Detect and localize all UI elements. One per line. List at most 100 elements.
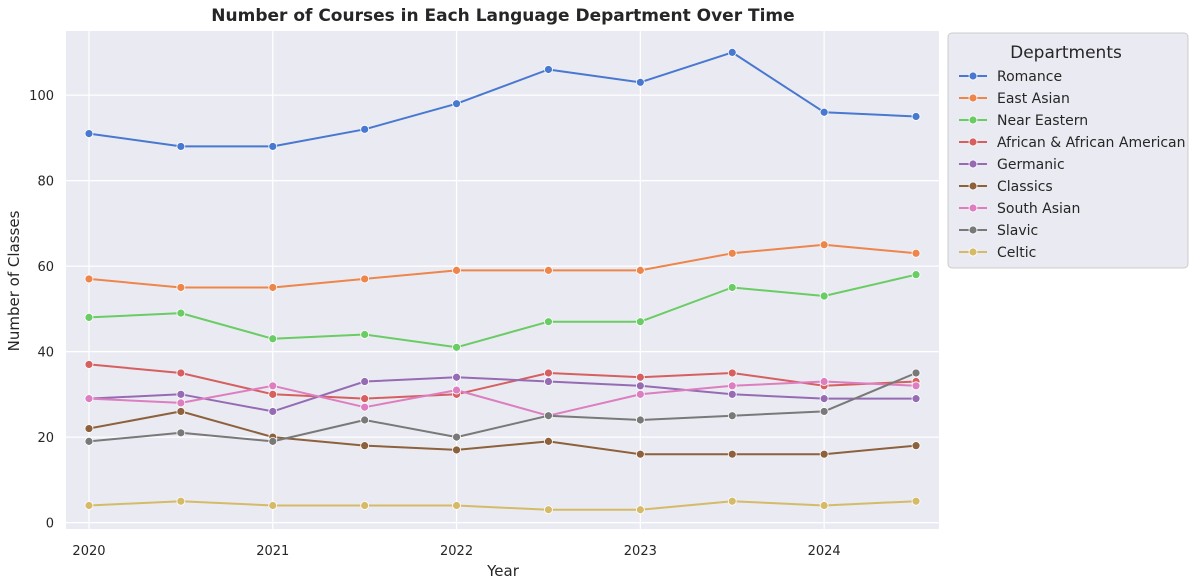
- legend: Departments Romance East Asian Near Easter…: [947, 32, 1189, 269]
- legend-item-germanic: Germanic: [959, 157, 1065, 173]
- legend-label: East Asian: [997, 91, 1070, 107]
- data-point-east-asian: [176, 283, 186, 292]
- y-tick-label: 40: [37, 346, 54, 361]
- data-point-south-asian: [452, 385, 461, 395]
- data-point-african-african-american: [84, 360, 94, 369]
- data-point-south-asian: [360, 402, 370, 412]
- data-point-slavic: [911, 368, 921, 378]
- data-point-slavic: [635, 415, 645, 425]
- grid: [66, 31, 939, 529]
- data-point-slavic: [360, 415, 370, 425]
- legend-item-near-eastern: Near Eastern: [959, 113, 1088, 129]
- series-line-south-asian: [88, 380, 917, 417]
- legend-label: Celtic: [997, 245, 1036, 261]
- data-point-south-asian: [911, 381, 921, 391]
- legend-label: Germanic: [997, 157, 1065, 173]
- series-east-asian: [84, 240, 921, 292]
- data-point-germanic: [268, 407, 278, 416]
- data-point-germanic: [176, 389, 186, 399]
- data-point-germanic: [452, 372, 461, 382]
- legend-item-classics: Classics: [959, 179, 1053, 195]
- data-point-classics: [727, 449, 737, 459]
- data-point-classics: [635, 449, 645, 459]
- legend-item-romance: Romance: [959, 69, 1062, 85]
- legend-marker: [968, 115, 978, 125]
- series-line-celtic: [88, 500, 917, 511]
- x-tick-label: 2022: [440, 544, 473, 559]
- data-point-germanic: [911, 394, 921, 404]
- legend-label: African & African American: [997, 135, 1186, 151]
- data-point-east-asian: [727, 248, 737, 258]
- legend-marker: [968, 181, 978, 191]
- data-point-east-asian: [911, 248, 921, 258]
- y-axis-ticks: 0 20 40 60 80 100: [29, 89, 54, 531]
- y-tick-label: 80: [37, 175, 54, 190]
- data-point-romance: [635, 77, 645, 87]
- data-point-east-asian: [360, 274, 370, 284]
- y-axis-label: Number of Classes: [5, 210, 23, 351]
- data-point-celtic: [84, 501, 94, 510]
- legend-item-east-asian: East Asian: [959, 91, 1070, 107]
- data-point-near-eastern: [268, 334, 278, 344]
- legend-label: Near Eastern: [997, 113, 1088, 129]
- data-point-celtic: [452, 501, 461, 510]
- data-point-romance: [911, 112, 921, 121]
- data-point-near-eastern: [360, 330, 370, 339]
- data-point-near-eastern: [819, 291, 829, 301]
- data-point-african-african-american: [544, 368, 553, 378]
- data-point-slavic: [452, 432, 461, 442]
- data-point-african-african-american: [360, 394, 370, 404]
- data-point-east-asian: [84, 274, 94, 284]
- data-point-african-african-american: [268, 389, 278, 399]
- data-point-african-african-american: [727, 368, 737, 378]
- x-tick-label: 2023: [624, 544, 657, 559]
- data-point-near-eastern: [635, 317, 645, 327]
- data-point-celtic: [635, 505, 645, 515]
- legend-items: Romance East Asian Near Eastern African & A…: [959, 69, 1186, 261]
- data-point-south-asian: [176, 398, 186, 408]
- data-point-south-asian: [727, 381, 737, 391]
- data-point-classics: [819, 449, 829, 459]
- data-point-near-eastern: [544, 317, 553, 327]
- x-axis-label: Year: [486, 562, 520, 580]
- series-line-east-asian: [88, 243, 917, 289]
- y-tick-label: 60: [37, 260, 54, 275]
- chart-title: Number of Courses in Each Language Depar…: [211, 6, 794, 26]
- data-point-east-asian: [452, 265, 461, 275]
- legend-label: South Asian: [997, 201, 1080, 217]
- legend-marker: [968, 203, 978, 213]
- series-near-eastern: [84, 270, 921, 352]
- data-point-near-eastern: [84, 313, 94, 322]
- data-point-slavic: [727, 411, 737, 421]
- x-axis-ticks: 2020 2021 2022 2023 2024: [72, 544, 840, 559]
- data-point-romance: [176, 142, 186, 151]
- data-point-romance: [452, 99, 461, 109]
- data-point-romance: [727, 47, 737, 57]
- data-point-slavic: [544, 411, 553, 421]
- data-point-celtic: [360, 501, 370, 510]
- data-point-east-asian: [544, 265, 553, 275]
- data-point-celtic: [544, 505, 553, 515]
- data-point-romance: [819, 107, 829, 117]
- data-point-romance: [360, 124, 370, 134]
- legend-label: Classics: [997, 179, 1053, 195]
- series-celtic: [84, 496, 921, 515]
- data-point-near-eastern: [452, 342, 461, 352]
- data-point-classics: [84, 424, 94, 433]
- x-tick-label: 2020: [72, 544, 105, 559]
- data-point-classics: [176, 407, 186, 416]
- data-point-near-eastern: [727, 283, 737, 292]
- x-tick-label: 2024: [808, 544, 841, 559]
- data-point-celtic: [176, 496, 186, 506]
- legend-marker: [968, 71, 978, 81]
- series-slavic: [84, 368, 921, 446]
- y-tick-label: 0: [46, 517, 54, 532]
- data-point-germanic: [635, 381, 645, 391]
- series-line-romance: [88, 51, 917, 148]
- data-point-east-asian: [819, 240, 829, 250]
- data-point-african-african-american: [635, 372, 645, 382]
- data-point-south-asian: [268, 381, 278, 391]
- data-point-african-african-american: [176, 368, 186, 378]
- data-point-germanic: [544, 377, 553, 386]
- series-line-slavic: [88, 372, 917, 443]
